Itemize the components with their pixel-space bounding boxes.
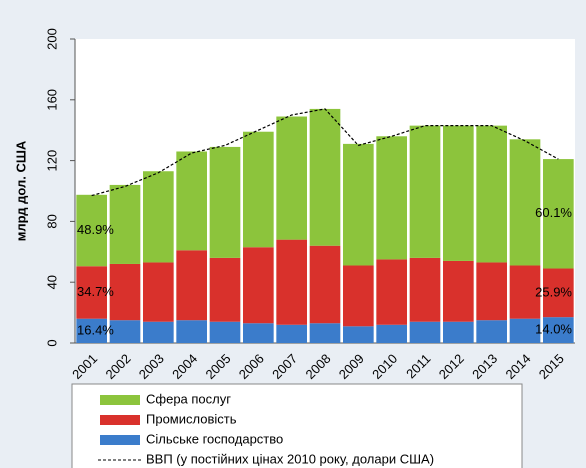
bar-segment	[409, 321, 441, 343]
bar-segment	[343, 265, 374, 327]
bar-segment	[109, 263, 141, 321]
share-label: 48.9%	[77, 222, 114, 237]
bar-segment	[176, 320, 207, 343]
bar-segment	[276, 239, 307, 325]
bar-segment	[376, 259, 407, 325]
y-tick-label: 40	[44, 275, 59, 289]
bar-segment	[209, 257, 241, 322]
bar-segment	[109, 320, 141, 343]
legend-swatch	[100, 395, 140, 405]
share-label: 60.1%	[535, 205, 572, 220]
bar-segment	[209, 321, 241, 343]
legend-label: ВВП (у постійних цінах 2010 року, долари…	[146, 451, 434, 466]
bar-segment	[176, 250, 207, 321]
bar-segment	[476, 320, 507, 343]
bar-segment	[143, 262, 174, 322]
gdp-line	[91, 108, 559, 197]
x-tick-label: 2013	[469, 351, 500, 382]
legend-swatch	[100, 415, 140, 425]
bar-segment	[376, 136, 407, 260]
x-tick-label: 2005	[202, 351, 233, 382]
bar-segment	[76, 266, 107, 319]
bar-segment	[309, 323, 341, 343]
bar-segment	[409, 125, 441, 258]
bar-segment	[509, 318, 541, 343]
legend-label: Сільське господарство	[146, 431, 283, 446]
bar-segment	[476, 262, 507, 321]
x-tick-label: 2007	[269, 351, 300, 382]
x-tick-label: 2003	[136, 351, 167, 382]
legend	[71, 383, 523, 468]
bar-segment	[343, 326, 374, 343]
x-tick-label: 2015	[536, 351, 567, 382]
x-tick-label: 2002	[102, 351, 133, 382]
bar-segment	[76, 318, 107, 343]
x-tick-label: 2014	[502, 351, 533, 382]
bar-segment	[176, 151, 207, 251]
legend-swatch	[100, 435, 140, 445]
bar-segment	[309, 245, 341, 324]
bar-segment	[443, 125, 474, 261]
bar-segment	[343, 143, 374, 266]
x-tick-label: 2008	[302, 351, 333, 382]
bar-segment	[509, 139, 541, 266]
bar-segment	[76, 194, 107, 267]
bar-segment	[509, 265, 541, 319]
share-label: 34.7%	[77, 284, 114, 299]
bar-segment	[143, 171, 174, 263]
bar-segment	[476, 125, 507, 263]
bar-segment	[543, 159, 574, 269]
y-tick-label: 160	[44, 89, 59, 111]
bar-segment	[443, 260, 474, 322]
bar-segment	[543, 317, 574, 343]
bar-segment	[243, 323, 274, 343]
bar-segment	[243, 131, 274, 248]
x-tick-label: 2006	[236, 351, 267, 382]
bar-segment	[209, 146, 241, 258]
bar-segment	[276, 324, 307, 343]
x-tick-label: 2012	[436, 351, 467, 382]
x-tick-label: 2011	[403, 351, 433, 381]
x-tick-label: 2004	[169, 351, 200, 382]
share-label: 14.0%	[535, 322, 572, 337]
legend-label: Сфера послуг	[146, 391, 231, 406]
legend-label: Промисловість	[146, 411, 237, 426]
bar-segment	[309, 108, 341, 246]
bar-segment	[409, 257, 441, 322]
y-tick-label: 80	[44, 214, 59, 228]
y-tick-label: 120	[44, 150, 59, 172]
share-label: 16.4%	[77, 322, 114, 337]
x-tick-label: 2009	[336, 351, 367, 382]
bar-segment	[243, 247, 274, 324]
x-tick-label: 2001	[69, 351, 100, 382]
bar-segment	[376, 324, 407, 343]
y-axis-label: млрд дол. США	[13, 140, 28, 241]
bar-segment	[276, 116, 307, 240]
bar-segment	[543, 268, 574, 318]
bar-segment	[443, 321, 474, 343]
bar-segment	[109, 184, 141, 264]
y-tick-label: 0	[44, 339, 59, 346]
x-tick-label: 2010	[369, 351, 400, 382]
bar-segment	[143, 321, 174, 343]
share-label: 25.9%	[535, 284, 572, 299]
y-tick-label: 200	[44, 28, 59, 50]
